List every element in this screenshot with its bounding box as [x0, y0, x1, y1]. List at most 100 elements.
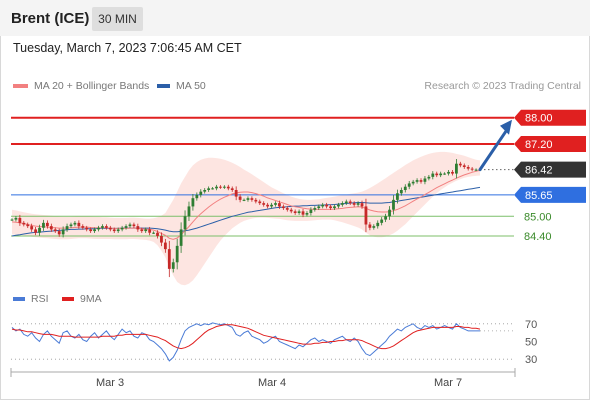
candle-body [101, 226, 104, 228]
candle-body [337, 204, 340, 207]
bollinger-bands [12, 151, 480, 286]
candle-body [301, 211, 305, 215]
projection-arrow-shaft [478, 128, 509, 172]
candle-body [45, 222, 49, 227]
candle-body [38, 227, 41, 233]
candle-body [329, 206, 332, 209]
candle-body [285, 208, 289, 210]
candle-body [392, 199, 395, 210]
candle-body [407, 183, 411, 187]
legend-ma20-label: MA 20 + Bollinger Bands [34, 80, 150, 92]
candle-body [116, 229, 120, 232]
candle-body [30, 226, 34, 230]
candle-body [61, 229, 65, 235]
candle-body [305, 213, 309, 215]
candle-body [297, 211, 301, 213]
candle-body [399, 190, 403, 194]
header-bar: Brent (ICE) 30 MIN [0, 0, 590, 36]
candle-body [384, 216, 388, 220]
time-tick-label: Mar 3 [96, 377, 124, 389]
ma50-swatch [157, 84, 170, 88]
resistance-label-1: 87.20 [525, 139, 553, 151]
candle-body [175, 245, 179, 263]
candle-body [423, 178, 427, 182]
ma20-line [11, 169, 481, 240]
candle-body [219, 186, 222, 188]
candles [10, 158, 482, 278]
legend-ma20: MA 20 + Bollinger Bands [13, 80, 149, 92]
candle-body [325, 204, 329, 207]
legend-ma50: MA 50 [157, 80, 206, 92]
candle-body [415, 180, 419, 182]
candle-body [238, 196, 242, 200]
candle-body [222, 186, 226, 188]
legend-rsi-label: RSI [31, 293, 49, 305]
candle-body [26, 224, 30, 227]
timestamp: Tuesday, March 7, 2023 7:06:45 AM CET [13, 41, 242, 55]
candle-body [289, 209, 293, 212]
candle-body [53, 229, 57, 232]
candle-body [14, 217, 18, 220]
candle-body [195, 194, 199, 199]
ma20-swatch [13, 84, 28, 88]
candle-body [447, 171, 450, 174]
candle-body [396, 193, 399, 200]
candle-body [144, 229, 148, 232]
candle-body [455, 163, 458, 174]
candle-body [85, 227, 89, 230]
candle-body [372, 226, 376, 228]
candle-body [470, 168, 474, 170]
pivot-tag-3 [514, 186, 586, 203]
bollinger-band-fill [12, 151, 480, 286]
candle-body [360, 203, 364, 207]
candle-body [266, 204, 270, 207]
candle-body [73, 222, 77, 225]
candle-body [427, 176, 431, 179]
candle-body [128, 224, 132, 227]
candle-body [18, 217, 22, 223]
ma50-line [11, 186, 481, 237]
candle-body [49, 226, 53, 230]
candle-body [234, 190, 238, 197]
candle-body [419, 180, 423, 182]
rsi-tick-label: 70 [525, 319, 537, 331]
candle-body [380, 219, 384, 223]
candle-body [183, 216, 187, 230]
candle-body [443, 173, 447, 175]
candle-body [321, 204, 325, 207]
moving-averages [11, 169, 481, 240]
candle-body [77, 222, 81, 227]
candle-body [313, 208, 317, 210]
instrument-title: Brent (ICE) [11, 10, 90, 27]
candle-body [104, 226, 108, 228]
candle-body [293, 211, 297, 213]
candle-body [203, 190, 207, 192]
candle-body [246, 198, 250, 200]
time-axis: Mar 3 Mar 4 Mar 7 [10, 368, 516, 389]
candle-body [340, 203, 344, 205]
candle-body [262, 203, 266, 205]
candle-body [250, 198, 254, 200]
candle-body [187, 206, 191, 217]
legend-rsi: RSI [13, 293, 49, 305]
candle-body [81, 226, 85, 228]
candle-body [65, 226, 69, 230]
candle-body [333, 206, 336, 209]
candle-body [207, 188, 211, 190]
candle-body [97, 227, 100, 230]
copyright: Research © 2023 Trading Central [424, 80, 581, 92]
candle-body [458, 163, 462, 166]
candle-body [42, 222, 45, 228]
candle-body [258, 201, 262, 204]
candle-body [112, 229, 116, 232]
candle-body [317, 206, 321, 209]
rsi-tick-label: 50 [525, 337, 537, 349]
candle-body [152, 232, 155, 234]
candle-body [451, 171, 454, 174]
candle-body [148, 229, 152, 233]
candle-body [226, 186, 230, 189]
candle-body [120, 227, 124, 230]
timeframe-badge[interactable]: 30 MIN [92, 7, 143, 31]
candle-body [242, 199, 246, 201]
